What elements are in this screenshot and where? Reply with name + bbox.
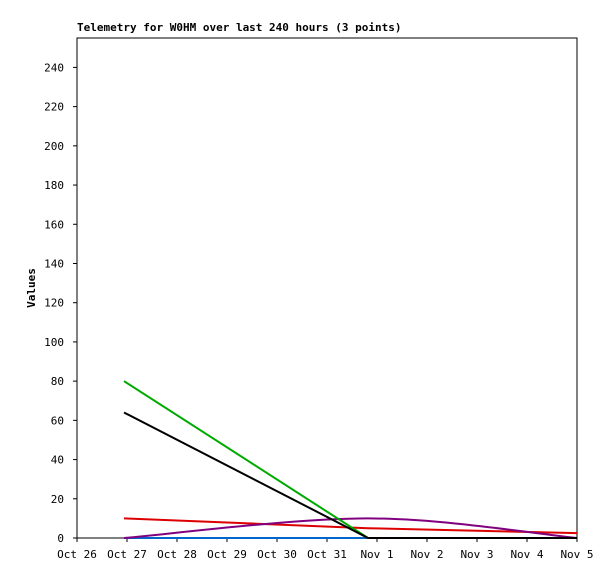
series-line [123,517,578,535]
y-tick-label: 220 [44,101,64,114]
x-tick-label: Nov 4 [510,548,543,561]
x-tick-label: Oct 31 [307,548,347,561]
y-tick-label: 100 [44,336,64,349]
y-tick-label: 180 [44,179,64,192]
x-tick-label: Oct 28 [157,548,197,561]
x-tick-label: Nov 2 [410,548,443,561]
y-tick-label: 160 [44,218,64,231]
y-tick-label: 20 [51,493,64,506]
y-tick-label: 0 [57,532,64,545]
y-tick-label: 80 [51,375,64,388]
y-tick-label: 40 [51,454,64,467]
plot-frame [76,37,578,539]
y-tick-label: 200 [44,140,64,153]
chart-title: Telemetry for W0HM over last 240 hours (… [77,21,402,34]
series-line [123,517,578,539]
series-line [123,380,577,539]
y-axis-label: Values [25,268,38,308]
y-tick-label: 120 [44,297,64,310]
series-line [123,411,577,539]
y-tick-label: 140 [44,257,64,270]
x-tick-label: Nov 1 [360,548,393,561]
x-tick-label: Nov 3 [460,548,493,561]
x-tick-label: Nov 5 [560,548,593,561]
x-tick-label: Oct 26 [57,548,97,561]
y-tick-label: 240 [44,61,64,74]
x-tick-label: Oct 30 [257,548,297,561]
y-tick-label: 60 [51,414,64,427]
x-tick-label: Oct 27 [107,548,147,561]
x-tick-label: Oct 29 [207,548,247,561]
